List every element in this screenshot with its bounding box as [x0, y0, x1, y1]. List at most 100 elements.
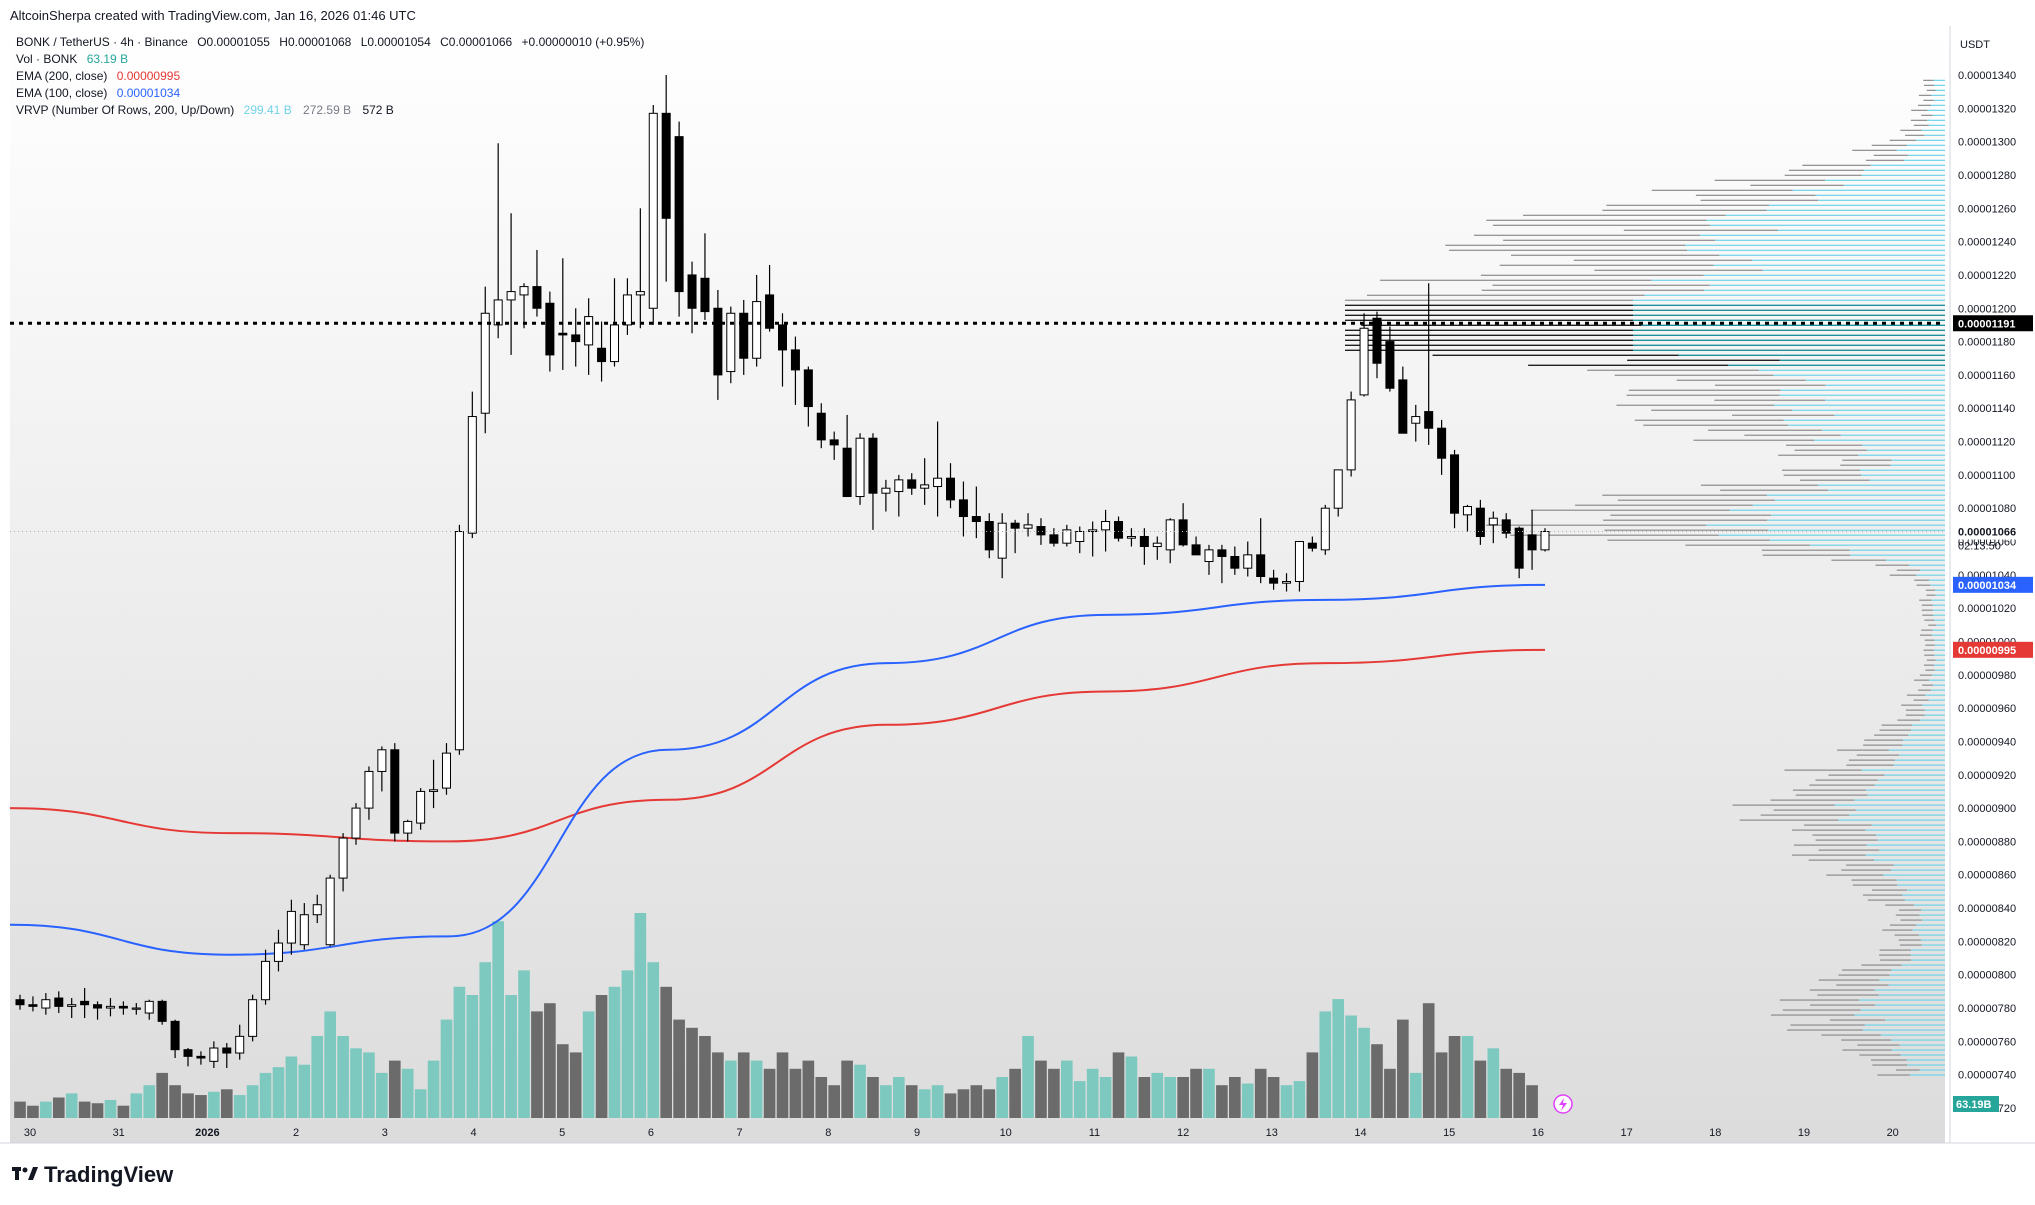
price-tick-label: 0.00001200: [1958, 303, 2016, 315]
volume-bar: [182, 1093, 194, 1118]
candle-body: [454, 531, 464, 751]
profile-row-up: [1931, 689, 1945, 691]
profile-row-up: [1758, 369, 1945, 371]
candle-body: [1282, 581, 1292, 584]
volume-row[interactable]: Vol · BONK 63.19 B: [16, 51, 650, 68]
volume-bar: [1151, 1072, 1164, 1118]
candle-body: [1294, 541, 1304, 583]
price-axis-bg: [1950, 26, 2035, 1143]
profile-row-up: [1805, 379, 1945, 381]
candle-body: [894, 479, 904, 493]
profile-row-up: [1854, 1014, 1945, 1016]
volume-bar: [156, 1072, 168, 1118]
candle-body: [920, 484, 930, 489]
profile-row-up: [1633, 304, 1945, 306]
tradingview-logo-icon: [12, 1167, 38, 1180]
volume-bar: [905, 1085, 918, 1118]
volume-bar: [944, 1093, 957, 1118]
tradingview-brand[interactable]: TradingView: [12, 1162, 173, 1188]
time-axis[interactable]: 30 31 2026 2 3 4 5 6 7 8 9 10 11 12 13 14 15 16 17 18 19 20: [0, 1094, 2035, 1144]
profile-row-up: [1838, 819, 1945, 821]
candle-body: [1230, 556, 1240, 569]
last-price-label-bg: [1953, 523, 2033, 540]
price-tick-label: 0.00001340: [1958, 70, 2016, 82]
profile-row-down: [1449, 249, 1688, 251]
time-tick-label: 30: [24, 1127, 36, 1139]
candle-body: [28, 1004, 38, 1007]
candle-body: [1191, 544, 1201, 556]
candle-body: [1010, 522, 1020, 529]
profile-row-up: [1815, 194, 1945, 196]
volume-bar: [27, 1105, 39, 1118]
volume-bar: [1397, 1019, 1409, 1118]
candle-body: [1075, 531, 1085, 543]
vrvp-row[interactable]: VRVP (Number Of Rows, 200, Up/Down) 299.…: [16, 102, 650, 119]
profile-row-down: [1852, 149, 1897, 151]
profile-row-down: [1511, 254, 1720, 256]
volume-bar: [569, 1052, 582, 1118]
candle-body: [1269, 577, 1279, 584]
volume-bar: [1371, 1044, 1383, 1118]
profile-row-up: [1633, 319, 1945, 321]
volume-value: 63.19 B: [86, 52, 129, 66]
price-tick-label: 0.00000960: [1958, 703, 2016, 715]
candle-body: [93, 1004, 103, 1009]
time-tick-label: 13: [1266, 1127, 1278, 1139]
profile-row-down: [1523, 214, 1726, 216]
profile-row-down: [1815, 839, 1878, 841]
profile-row-down: [1925, 669, 1935, 671]
time-tick-label: 10: [1000, 1127, 1012, 1139]
ema100-row[interactable]: EMA (100, close) 0.00001034: [16, 85, 650, 102]
price-tick-label: 0.00001100: [1958, 470, 2015, 482]
profile-row-down: [1921, 629, 1933, 631]
volume-bar: [91, 1103, 104, 1118]
profile-row-down: [1345, 349, 1633, 351]
volume-bar: [169, 1085, 181, 1118]
price-axis[interactable]: USDT 0.00001340 0.00001320 0.00001300 0.0000…: [1949, 26, 2035, 1143]
time-tick-label: 12: [1177, 1127, 1189, 1139]
profile-row-up: [1687, 249, 1945, 251]
profile-row-up: [1925, 694, 1945, 696]
price-tick-label: 0.00000780: [1958, 1003, 2016, 1015]
profile-row-down: [1838, 974, 1890, 976]
volume-bar: [1280, 1085, 1293, 1118]
candle-body: [1501, 519, 1511, 534]
reference-lines: [10, 321, 1945, 533]
volume-bar: [531, 1011, 543, 1118]
profile-row-up: [1788, 424, 1945, 426]
time-tick-label: 15: [1443, 1127, 1455, 1139]
volume-bar: [737, 1052, 750, 1118]
volume-bar: [1319, 1011, 1332, 1118]
symbol-row[interactable]: BONK / TetherUS · 4h · Binance O0.000010…: [16, 34, 650, 51]
volume-bar: [104, 1099, 117, 1118]
profile-row-down: [1685, 544, 1810, 546]
price-tick-label: 0.00001000: [1958, 636, 2016, 648]
profile-row-up: [1762, 269, 1945, 271]
candle-body: [661, 112, 671, 219]
profile-row-up: [1919, 1069, 1945, 1071]
profile-row-up: [1908, 564, 1945, 566]
profile-row-up: [1912, 929, 1945, 931]
candle-body: [1450, 454, 1460, 514]
profile-row-down: [1918, 94, 1932, 96]
profile-row-up: [1916, 139, 1945, 141]
profile-row-up: [1861, 769, 1945, 771]
profile-row-down: [1744, 434, 1841, 436]
profile-row-down: [1366, 294, 1645, 296]
profile-row-up: [1633, 299, 1945, 301]
profile-row-up: [1883, 874, 1945, 876]
profile-row-down: [1889, 574, 1917, 576]
profile-row-up: [1932, 609, 1945, 611]
profile-row-up: [1633, 344, 1945, 346]
profile-row-down: [1651, 409, 1793, 411]
profile-row-down: [1926, 594, 1936, 596]
ema200-row[interactable]: EMA (200, close) 0.00000995: [16, 68, 650, 85]
volume-bar: [1526, 1085, 1538, 1118]
profile-row-down: [1913, 699, 1929, 701]
profile-row-up: [1907, 889, 1945, 891]
profile-row-down: [1872, 1064, 1908, 1066]
profile-row-down: [1873, 154, 1908, 156]
volume-bar: [1306, 1052, 1319, 1118]
price-tick-label: 0.00001300: [1958, 137, 2016, 149]
